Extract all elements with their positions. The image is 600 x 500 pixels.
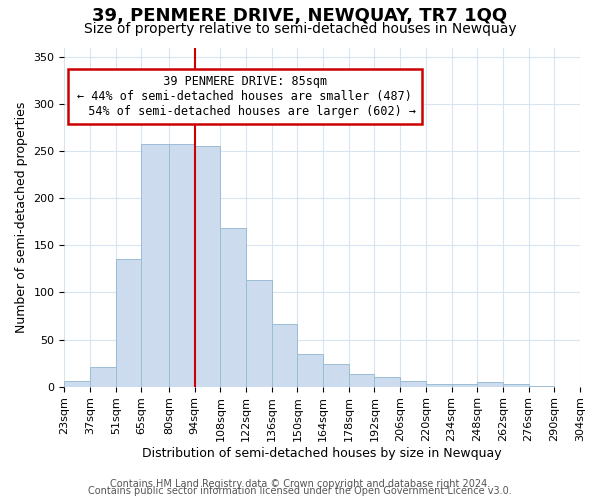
Bar xyxy=(90,367,116,386)
Bar xyxy=(400,381,426,386)
Bar xyxy=(323,364,349,386)
Bar xyxy=(452,384,477,386)
Text: Size of property relative to semi-detached houses in Newquay: Size of property relative to semi-detach… xyxy=(83,22,517,36)
Bar xyxy=(272,324,298,386)
Bar xyxy=(349,374,374,386)
Bar xyxy=(142,144,169,386)
Text: Contains HM Land Registry data © Crown copyright and database right 2024.: Contains HM Land Registry data © Crown c… xyxy=(110,479,490,489)
Bar xyxy=(477,382,503,386)
Bar xyxy=(374,377,400,386)
Bar xyxy=(116,260,142,386)
Bar xyxy=(246,280,272,386)
Y-axis label: Number of semi-detached properties: Number of semi-detached properties xyxy=(15,102,28,332)
Text: Contains public sector information licensed under the Open Government Licence v3: Contains public sector information licen… xyxy=(88,486,512,496)
Bar xyxy=(220,228,246,386)
Bar xyxy=(503,384,529,386)
Text: 39 PENMERE DRIVE: 85sqm  
← 44% of semi-detached houses are smaller (487)
  54% : 39 PENMERE DRIVE: 85sqm ← 44% of semi-de… xyxy=(74,74,416,118)
Bar xyxy=(298,354,323,386)
Text: 39, PENMERE DRIVE, NEWQUAY, TR7 1QQ: 39, PENMERE DRIVE, NEWQUAY, TR7 1QQ xyxy=(92,8,508,26)
Bar xyxy=(426,384,452,386)
Bar xyxy=(194,146,220,386)
Bar xyxy=(169,144,194,386)
X-axis label: Distribution of semi-detached houses by size in Newquay: Distribution of semi-detached houses by … xyxy=(142,447,502,460)
Bar xyxy=(64,381,90,386)
